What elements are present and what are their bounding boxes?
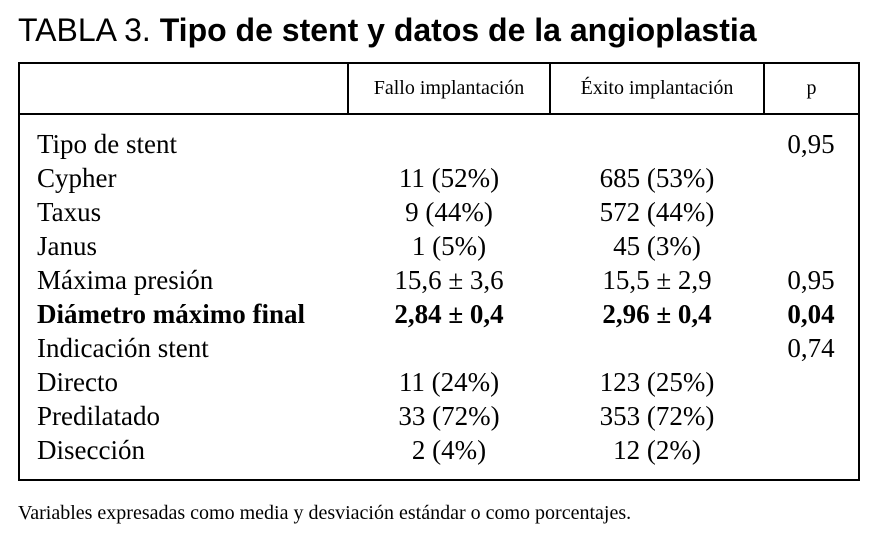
table-row: Cypher 11 (52%) 685 (53%)	[19, 161, 859, 195]
table-row: Disección 2 (4%) 12 (2%)	[19, 433, 859, 480]
cell	[764, 195, 859, 229]
cell: 33 (72%)	[398, 400, 500, 431]
table-row: Máxima presión 15,6 ± 3,6 15,5 ± 2,9 0,95	[19, 263, 859, 297]
cell: 9 (44%)	[405, 196, 493, 227]
cell: 572 (44%)	[599, 196, 715, 227]
title-text: Tipo de stent y datos de la angioplastia	[159, 12, 757, 48]
header-cell: Éxito implantación	[549, 63, 764, 115]
cell: 1 (5%)	[411, 230, 487, 261]
cell	[764, 365, 859, 399]
row-label: Disección	[37, 434, 145, 465]
header-row: Fallo implantación Éxito implantación p	[19, 63, 859, 115]
table-row: Taxus 9 (44%) 572 (44%)	[19, 195, 859, 229]
cell: 0,74	[787, 332, 835, 363]
table-row: Indicación stent 0,74	[19, 331, 859, 365]
row-label: Indicación stent	[37, 332, 209, 363]
row-label: Janus	[37, 230, 97, 261]
cell	[348, 114, 550, 161]
cell	[348, 331, 550, 365]
table-row: Janus 1 (5%) 45 (3%)	[19, 229, 859, 263]
cell: 11 (52%)	[398, 162, 500, 193]
cell: 0,04	[787, 298, 835, 329]
cell: 11 (24%)	[398, 366, 500, 397]
table-row: Predilatado 33 (72%) 353 (72%)	[19, 399, 859, 433]
cell: 353 (72%)	[599, 400, 715, 431]
cell: 45 (3%)	[613, 230, 701, 261]
row-label: Máxima presión	[37, 264, 214, 295]
footnote: Variables expresadas como media y desvia…	[18, 502, 632, 524]
header-cell: Fallo implantación	[347, 63, 550, 115]
cell: 2,84 ± 0,4	[394, 298, 504, 329]
row-label: Diámetro máximo final	[37, 298, 305, 329]
cell: 15,5 ± 2,9	[602, 264, 712, 295]
cell: 15,6 ± 3,6	[394, 264, 504, 295]
cell: 685 (53%)	[599, 162, 715, 193]
cell: 0,95	[787, 128, 835, 159]
table-row: Diámetro máximo final 2,84 ± 0,4 2,96 ± 0,…	[19, 297, 859, 331]
header-cell: p	[763, 63, 859, 115]
table-row: Tipo de stent 0,95	[19, 114, 859, 161]
cell	[764, 229, 859, 263]
cell: 123 (25%)	[599, 366, 715, 397]
cell: 0,95	[787, 264, 835, 295]
cell: 2,96 ± 0,4	[602, 298, 712, 329]
table: Fallo implantación Éxito implantación p Tip…	[18, 62, 860, 481]
cell: 2 (4%)	[411, 434, 487, 465]
cell	[550, 331, 764, 365]
cell: 12 (2%)	[613, 434, 701, 465]
table-body: Fallo implantación Éxito implantación p Tip…	[19, 63, 859, 480]
title: TABLA 3. Tipo de stent y datos de la ang…	[18, 12, 757, 49]
cell	[764, 399, 859, 433]
row-label: Predilatado	[37, 400, 160, 431]
row-label: Tipo de stent	[37, 128, 178, 159]
cell	[550, 114, 764, 161]
title-label: TABLA 3.	[18, 12, 151, 48]
cell	[764, 433, 859, 480]
row-label: Cypher	[37, 162, 117, 193]
table-row: Directo 11 (24%) 123 (25%)	[19, 365, 859, 399]
header-cell	[19, 63, 348, 115]
row-label: Taxus	[37, 196, 102, 227]
cell	[764, 161, 859, 195]
row-label: Directo	[37, 366, 118, 397]
